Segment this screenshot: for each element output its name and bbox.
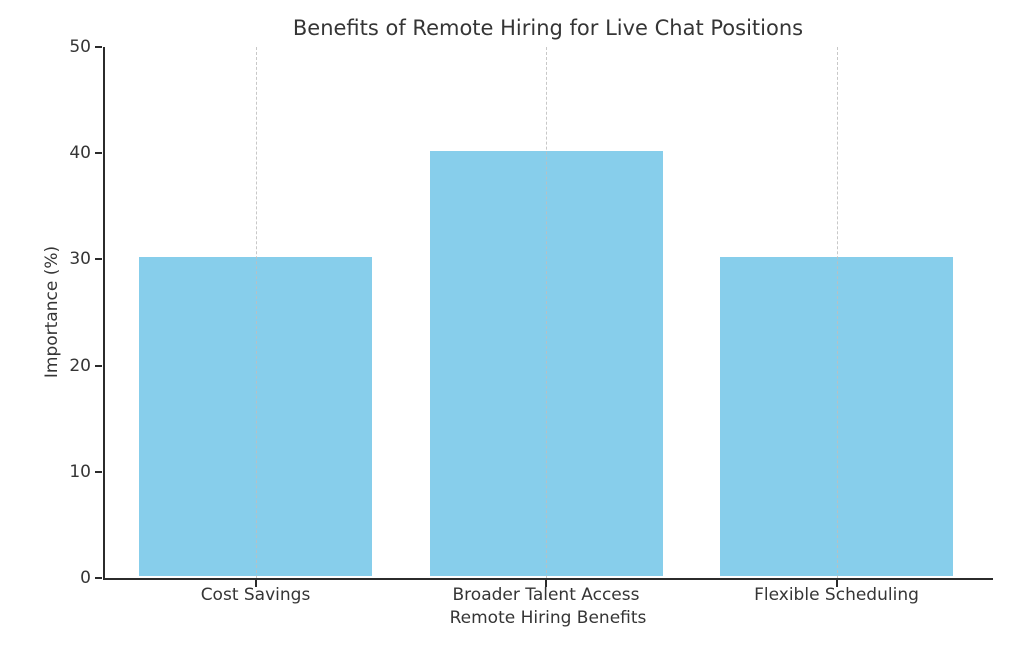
x-tick-mark-flexible-scheduling bbox=[835, 580, 838, 587]
y-tick-mark-10 bbox=[95, 470, 102, 473]
gridline-cost-savings bbox=[255, 47, 257, 578]
gridline-broader-talent-access bbox=[546, 47, 547, 578]
y-tick-mark-50 bbox=[95, 46, 102, 48]
y-tick-label-40: 40 bbox=[69, 143, 91, 164]
y-tick-label-10: 10 bbox=[69, 461, 91, 482]
x-tick-mark-cost-savings bbox=[254, 580, 257, 587]
x-axis-spine bbox=[103, 578, 993, 580]
x-tick-label-broader-talent-access: Broader Talent Access bbox=[452, 585, 640, 605]
x-tick-label-flexible-scheduling: Flexible Scheduling bbox=[754, 585, 919, 605]
y-tick-label-50: 50 bbox=[69, 37, 91, 57]
y-tick-label-0: 0 bbox=[80, 568, 91, 588]
plot-area bbox=[103, 47, 993, 580]
y-axis-spine bbox=[103, 47, 105, 580]
y-tick-mark-40 bbox=[95, 152, 102, 155]
x-axis-label: Remote Hiring Benefits bbox=[449, 608, 647, 628]
y-tick-mark-30 bbox=[95, 258, 102, 261]
x-tick-label-cost-savings: Cost Savings bbox=[200, 585, 311, 605]
gridline-flexible-scheduling bbox=[836, 47, 838, 578]
x-tick-mark-broader-talent-access bbox=[545, 580, 547, 587]
y-tick-label-20: 20 bbox=[69, 355, 91, 376]
y-tick-mark-0 bbox=[95, 577, 102, 579]
y-tick-label-30: 30 bbox=[69, 249, 91, 270]
y-tick-mark-20 bbox=[95, 364, 102, 367]
chart-title: Benefits of Remote Hiring for Live Chat … bbox=[292, 16, 804, 40]
